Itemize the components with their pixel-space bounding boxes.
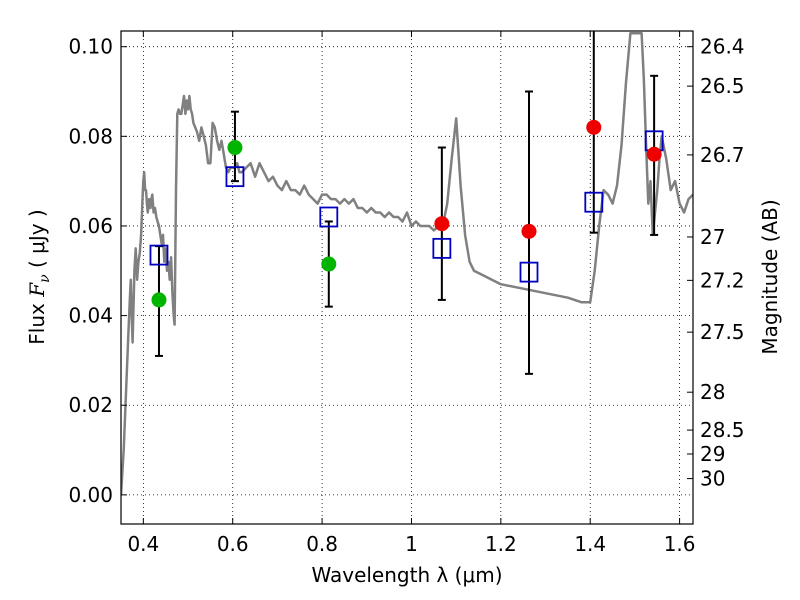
y-tick-label: 0.00: [68, 483, 113, 507]
y2-axis-label: Magnitude (AB): [758, 199, 782, 354]
y2-tick-label: 26.4: [700, 35, 745, 59]
model-square: [432, 237, 452, 259]
observed-point: [321, 256, 337, 272]
x-tick-label: 1.4: [574, 532, 606, 556]
observed-point: [227, 140, 243, 156]
observed-point: [586, 119, 602, 135]
axes-frame: [120, 30, 694, 525]
model-square: [519, 261, 539, 283]
model-square: [149, 244, 169, 266]
observed-point: [521, 223, 537, 239]
y-axis-label-suffix: ( μJy ): [25, 209, 49, 274]
observed-point: [646, 146, 662, 162]
markers: [149, 119, 664, 308]
y2-tick-label: 27: [700, 225, 725, 249]
y-tick-label: 0.10: [68, 35, 113, 59]
sed-line: [121, 31, 693, 495]
y-axis-label-symbol: F: [25, 282, 49, 298]
model-square: [584, 191, 604, 213]
y2-tick-label: 28: [700, 380, 725, 404]
error-bars: [154, 31, 659, 375]
y2-tick-label: 26.7: [700, 143, 745, 167]
x-axis-label: Wavelength λ (μm): [311, 563, 502, 587]
y2-tick-label: 26.5: [700, 74, 745, 98]
x-tick-label: 1.6: [664, 532, 696, 556]
ticks: 0.4 0.6 0.8 1 1.2 1.4 1.6 0.00 0.02 0.04 0.06 0.08 0…: [68, 31, 745, 556]
y-tick-label: 0.02: [68, 393, 113, 417]
model-square: [319, 206, 339, 228]
observed-point: [434, 216, 450, 232]
x-tick-label: 0.6: [217, 532, 249, 556]
y-tick-label: 0.04: [68, 304, 113, 328]
grid: [121, 31, 693, 524]
y2-tick-label: 29: [700, 442, 725, 466]
x-tick-label: 1.2: [485, 532, 517, 556]
observed-point: [151, 292, 167, 308]
x-tick-label: 0.4: [127, 532, 159, 556]
y-tick-label: 0.06: [68, 214, 113, 238]
x-tick-label: 0.8: [306, 532, 338, 556]
model-square: [225, 166, 245, 188]
y-axis-label-prefix: Flux: [25, 297, 49, 345]
y-axis-label: Flux Fν ( μJy ): [25, 209, 53, 344]
y2-tick-label: 27.5: [700, 320, 745, 344]
y2-tick-label: 28.5: [700, 418, 745, 442]
sed-line-clip: [646, 31, 653, 524]
y2-tick-label: 30: [700, 467, 725, 491]
x-tick-label: 1: [405, 532, 418, 556]
y-axis-label-subscript: ν: [37, 274, 53, 283]
y2-tick-label: 27.2: [700, 268, 745, 292]
y-tick-label: 0.08: [68, 124, 113, 148]
plot-area: [121, 31, 693, 524]
